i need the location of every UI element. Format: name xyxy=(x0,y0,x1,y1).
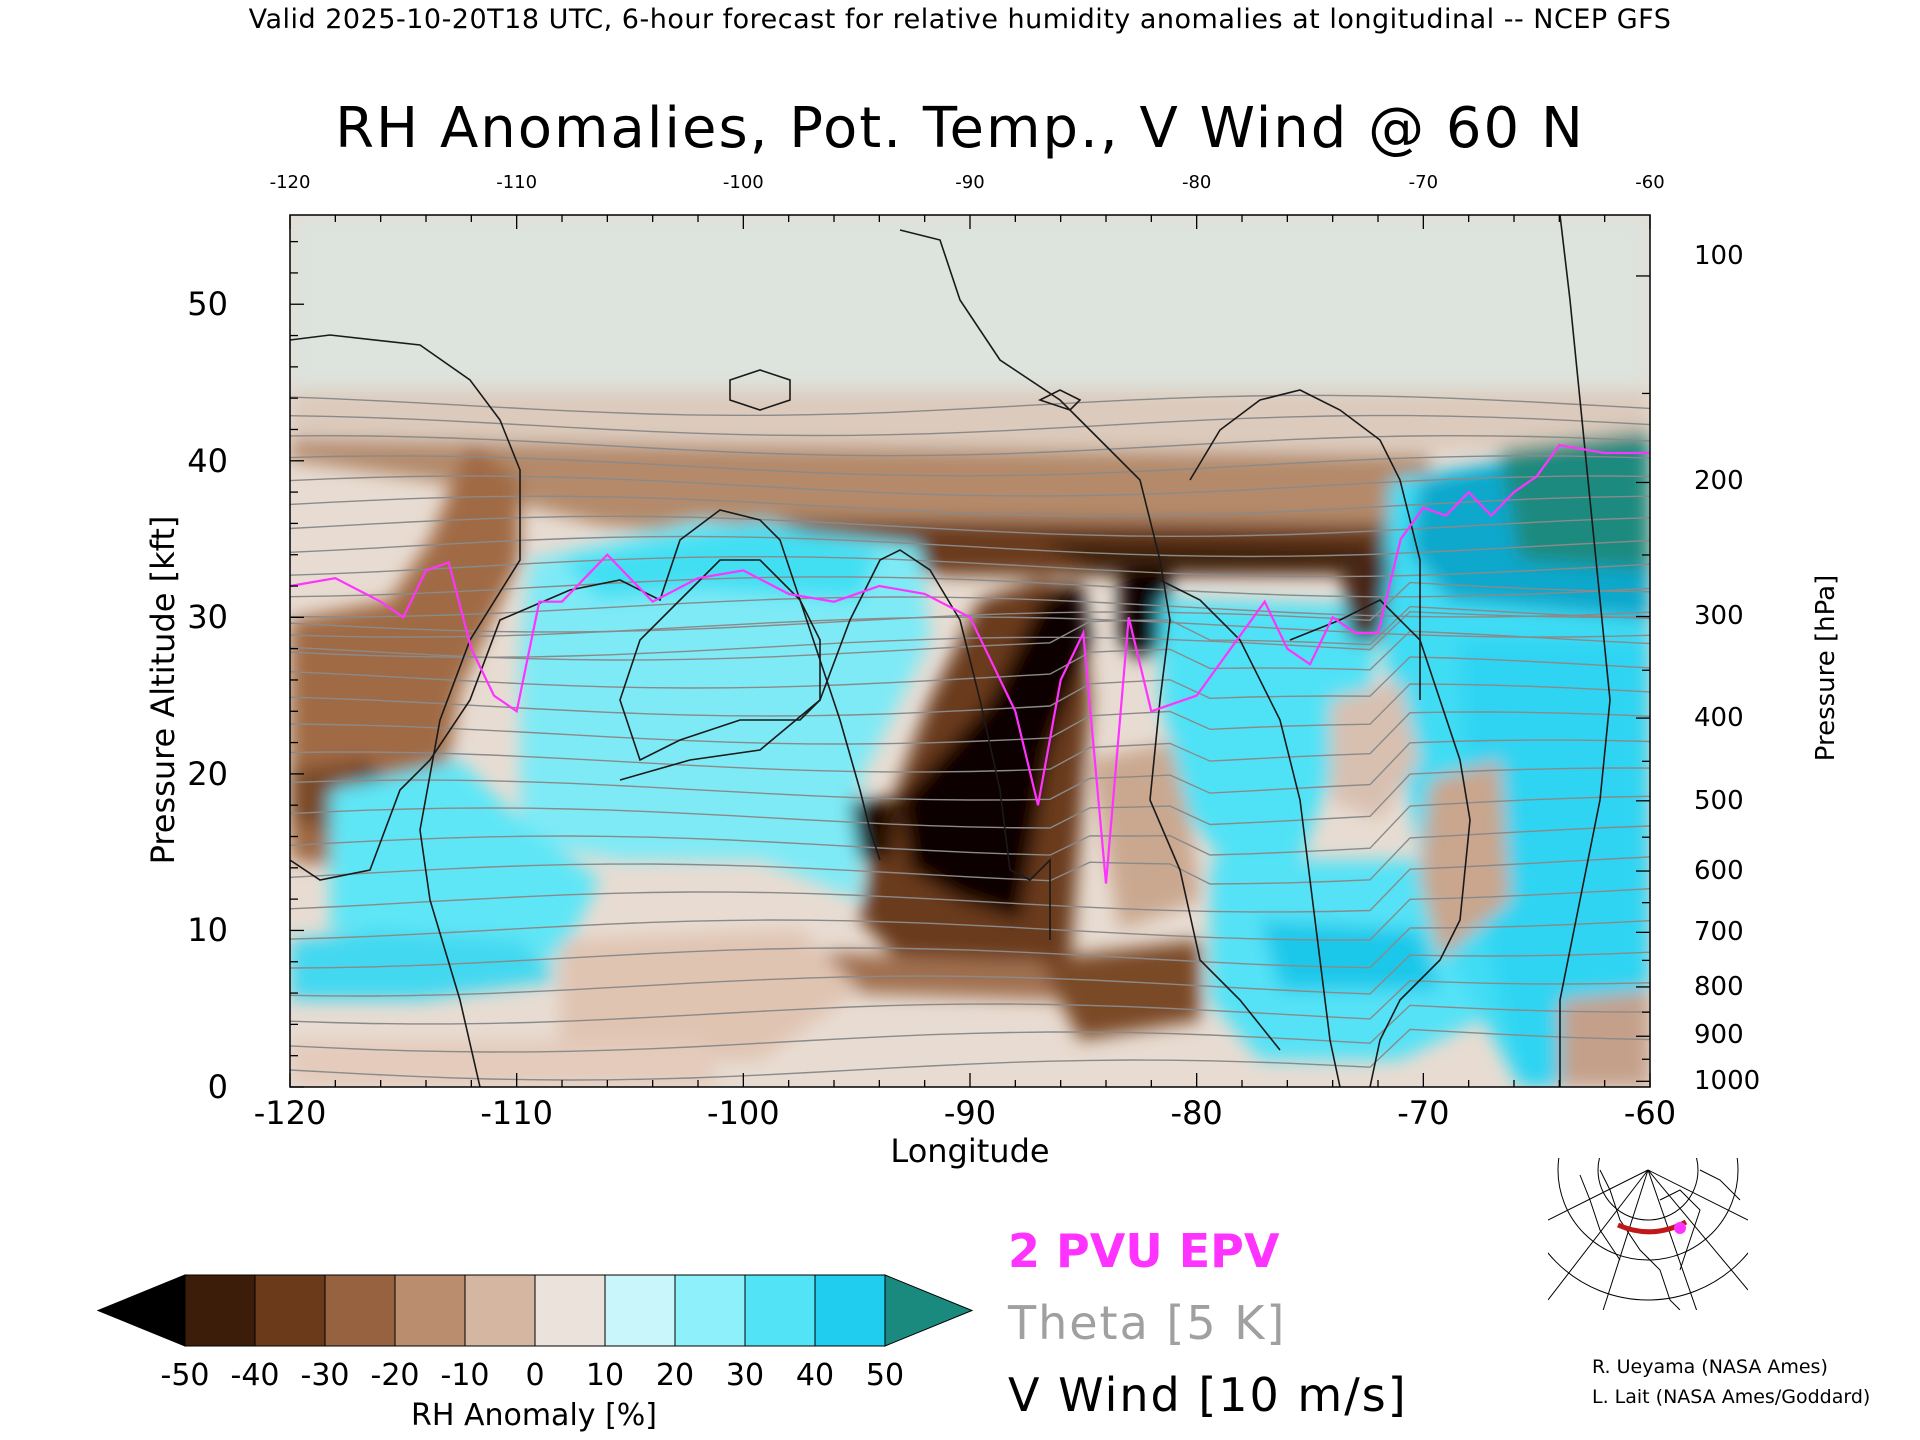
colorbar-tick-label: 50 xyxy=(865,1358,905,1393)
pressure-tick-label: 700 xyxy=(1694,917,1744,947)
colorbar-swatch xyxy=(394,1274,466,1347)
pressure-tick-label: 100 xyxy=(1694,240,1744,271)
theta-contour xyxy=(290,394,1650,416)
colorbar-tick-label: 30 xyxy=(725,1358,765,1393)
x-tick-label: -90 xyxy=(943,1094,997,1132)
x-tick-label: -60 xyxy=(1623,1094,1677,1132)
pressure-axis-label: Pressure [hPa] xyxy=(1811,574,1841,762)
pressure-tick-label: 200 xyxy=(1694,466,1744,497)
legend-epv: 2 PVU EPV xyxy=(1008,1224,1280,1278)
theta-contour xyxy=(290,767,1650,829)
colorbar-tick-label: -10 xyxy=(440,1358,490,1393)
x-axis-label: Longitude xyxy=(890,1132,1050,1170)
header-line: Valid 2025-10-20T18 UTC, 6-hour forecast… xyxy=(248,4,1672,35)
theta-contour xyxy=(290,605,1650,661)
theta-contour xyxy=(290,630,1650,689)
y-tick-label: 50 xyxy=(187,285,228,324)
theta-contour xyxy=(290,979,1650,1025)
theta-contour xyxy=(290,711,1650,773)
credit-line: L. Lait (NASA Ames/Goddard) xyxy=(1592,1386,1871,1408)
colorbar-tick-label: 20 xyxy=(655,1358,695,1393)
pressure-tick-label: 600 xyxy=(1694,855,1744,886)
tick-marks xyxy=(289,215,1651,1088)
pressure-tick-label: 400 xyxy=(1694,702,1744,733)
colorbar-swatch xyxy=(464,1274,536,1347)
pressure-tick-label: 500 xyxy=(1694,785,1744,816)
x-tick-label: -120 xyxy=(253,1094,327,1132)
theta-contour xyxy=(290,475,1650,497)
colorbar-tick-label: -40 xyxy=(230,1358,280,1393)
epv-2pvu-series xyxy=(290,443,1650,884)
colorbar-swatch xyxy=(254,1274,326,1347)
theta-contour xyxy=(290,610,1650,659)
top-tick-label: -90 xyxy=(955,172,985,193)
theta-contour xyxy=(290,515,1650,538)
colorbar-swatch xyxy=(184,1274,256,1347)
colorbar-swatch xyxy=(674,1274,746,1347)
pressure-tick-label: 900 xyxy=(1694,1020,1744,1051)
colorbar-tick-label: -30 xyxy=(300,1358,350,1393)
theta-contour xyxy=(290,455,1650,477)
theta-contour xyxy=(290,434,1650,457)
colorbar-swatch xyxy=(324,1274,396,1347)
colorbar-swatch xyxy=(604,1274,676,1347)
x-tick-label: -80 xyxy=(1170,1094,1223,1132)
theta-contour xyxy=(290,888,1650,941)
top-tick-label: -80 xyxy=(1181,172,1212,193)
y-tick-label: 0 xyxy=(207,1068,228,1106)
colorbar-label: RH Anomaly [%] xyxy=(411,1398,657,1433)
legend-wind: V Wind [10 m/s] xyxy=(1008,1368,1408,1422)
top-tick-label: -100 xyxy=(722,172,764,193)
theta-contour xyxy=(290,825,1650,885)
colorbar-tick-label: 40 xyxy=(795,1358,835,1393)
theta-contour xyxy=(290,739,1650,801)
x-tick-label: -70 xyxy=(1397,1094,1450,1132)
colorbar-swatch xyxy=(814,1274,886,1347)
pressure-tick-label: 800 xyxy=(1694,971,1744,1002)
top-tick-label: -60 xyxy=(1635,172,1665,193)
theta-contour xyxy=(290,951,1650,997)
theta-contour xyxy=(290,1004,1650,1053)
y-tick-label: 40 xyxy=(187,441,228,480)
theta-contour xyxy=(290,683,1650,745)
pressure-tick-label: 300 xyxy=(1694,600,1744,631)
pressure-tick-label: 1000 xyxy=(1694,1065,1761,1096)
colorbar xyxy=(96,1274,974,1347)
y-axis-label: Pressure Altitude [kft] xyxy=(144,515,182,865)
x-tick-label: -100 xyxy=(707,1094,780,1132)
y-tick-label: 20 xyxy=(187,754,228,793)
colorbar-over-arrow xyxy=(884,1274,974,1347)
top-tick-label: -110 xyxy=(496,172,538,193)
colorbar-under-arrow xyxy=(96,1274,186,1347)
theta-contour xyxy=(290,576,1650,598)
top-tick-label: -70 xyxy=(1408,172,1439,193)
colorbar-tick-label: 10 xyxy=(585,1358,625,1393)
colorbar-swatch xyxy=(744,1274,816,1347)
colorbar-tick-label: -50 xyxy=(160,1358,210,1393)
rh-anomaly-field xyxy=(290,215,1650,1087)
colorbar-tick-label: 0 xyxy=(525,1358,545,1393)
colorbar-tick-label: -20 xyxy=(370,1358,420,1393)
chart-title: RH Anomalies, Pot. Temp., V Wind @ 60 N xyxy=(335,96,1585,161)
theta-contour xyxy=(290,495,1650,517)
v-wind-contours xyxy=(290,215,1611,1087)
y-tick-label: 30 xyxy=(187,598,228,637)
legend-theta: Theta [5 K] xyxy=(1008,1296,1287,1350)
epv-2pvu-line xyxy=(290,443,1650,884)
theta-contour xyxy=(290,414,1650,437)
theta-contour xyxy=(290,856,1650,913)
theta-contour xyxy=(290,581,1650,633)
theta-contour xyxy=(290,535,1650,558)
colorbar-swatch xyxy=(534,1274,606,1347)
x-tick-label: -110 xyxy=(480,1094,553,1132)
locator-map xyxy=(1548,1158,1748,1310)
theta-contour xyxy=(290,795,1650,856)
top-tick-label: -120 xyxy=(269,172,311,193)
y-tick-label: 10 xyxy=(187,911,228,950)
theta-contour xyxy=(290,920,1650,969)
credit-line: R. Ueyama (NASA Ames) xyxy=(1592,1356,1828,1378)
